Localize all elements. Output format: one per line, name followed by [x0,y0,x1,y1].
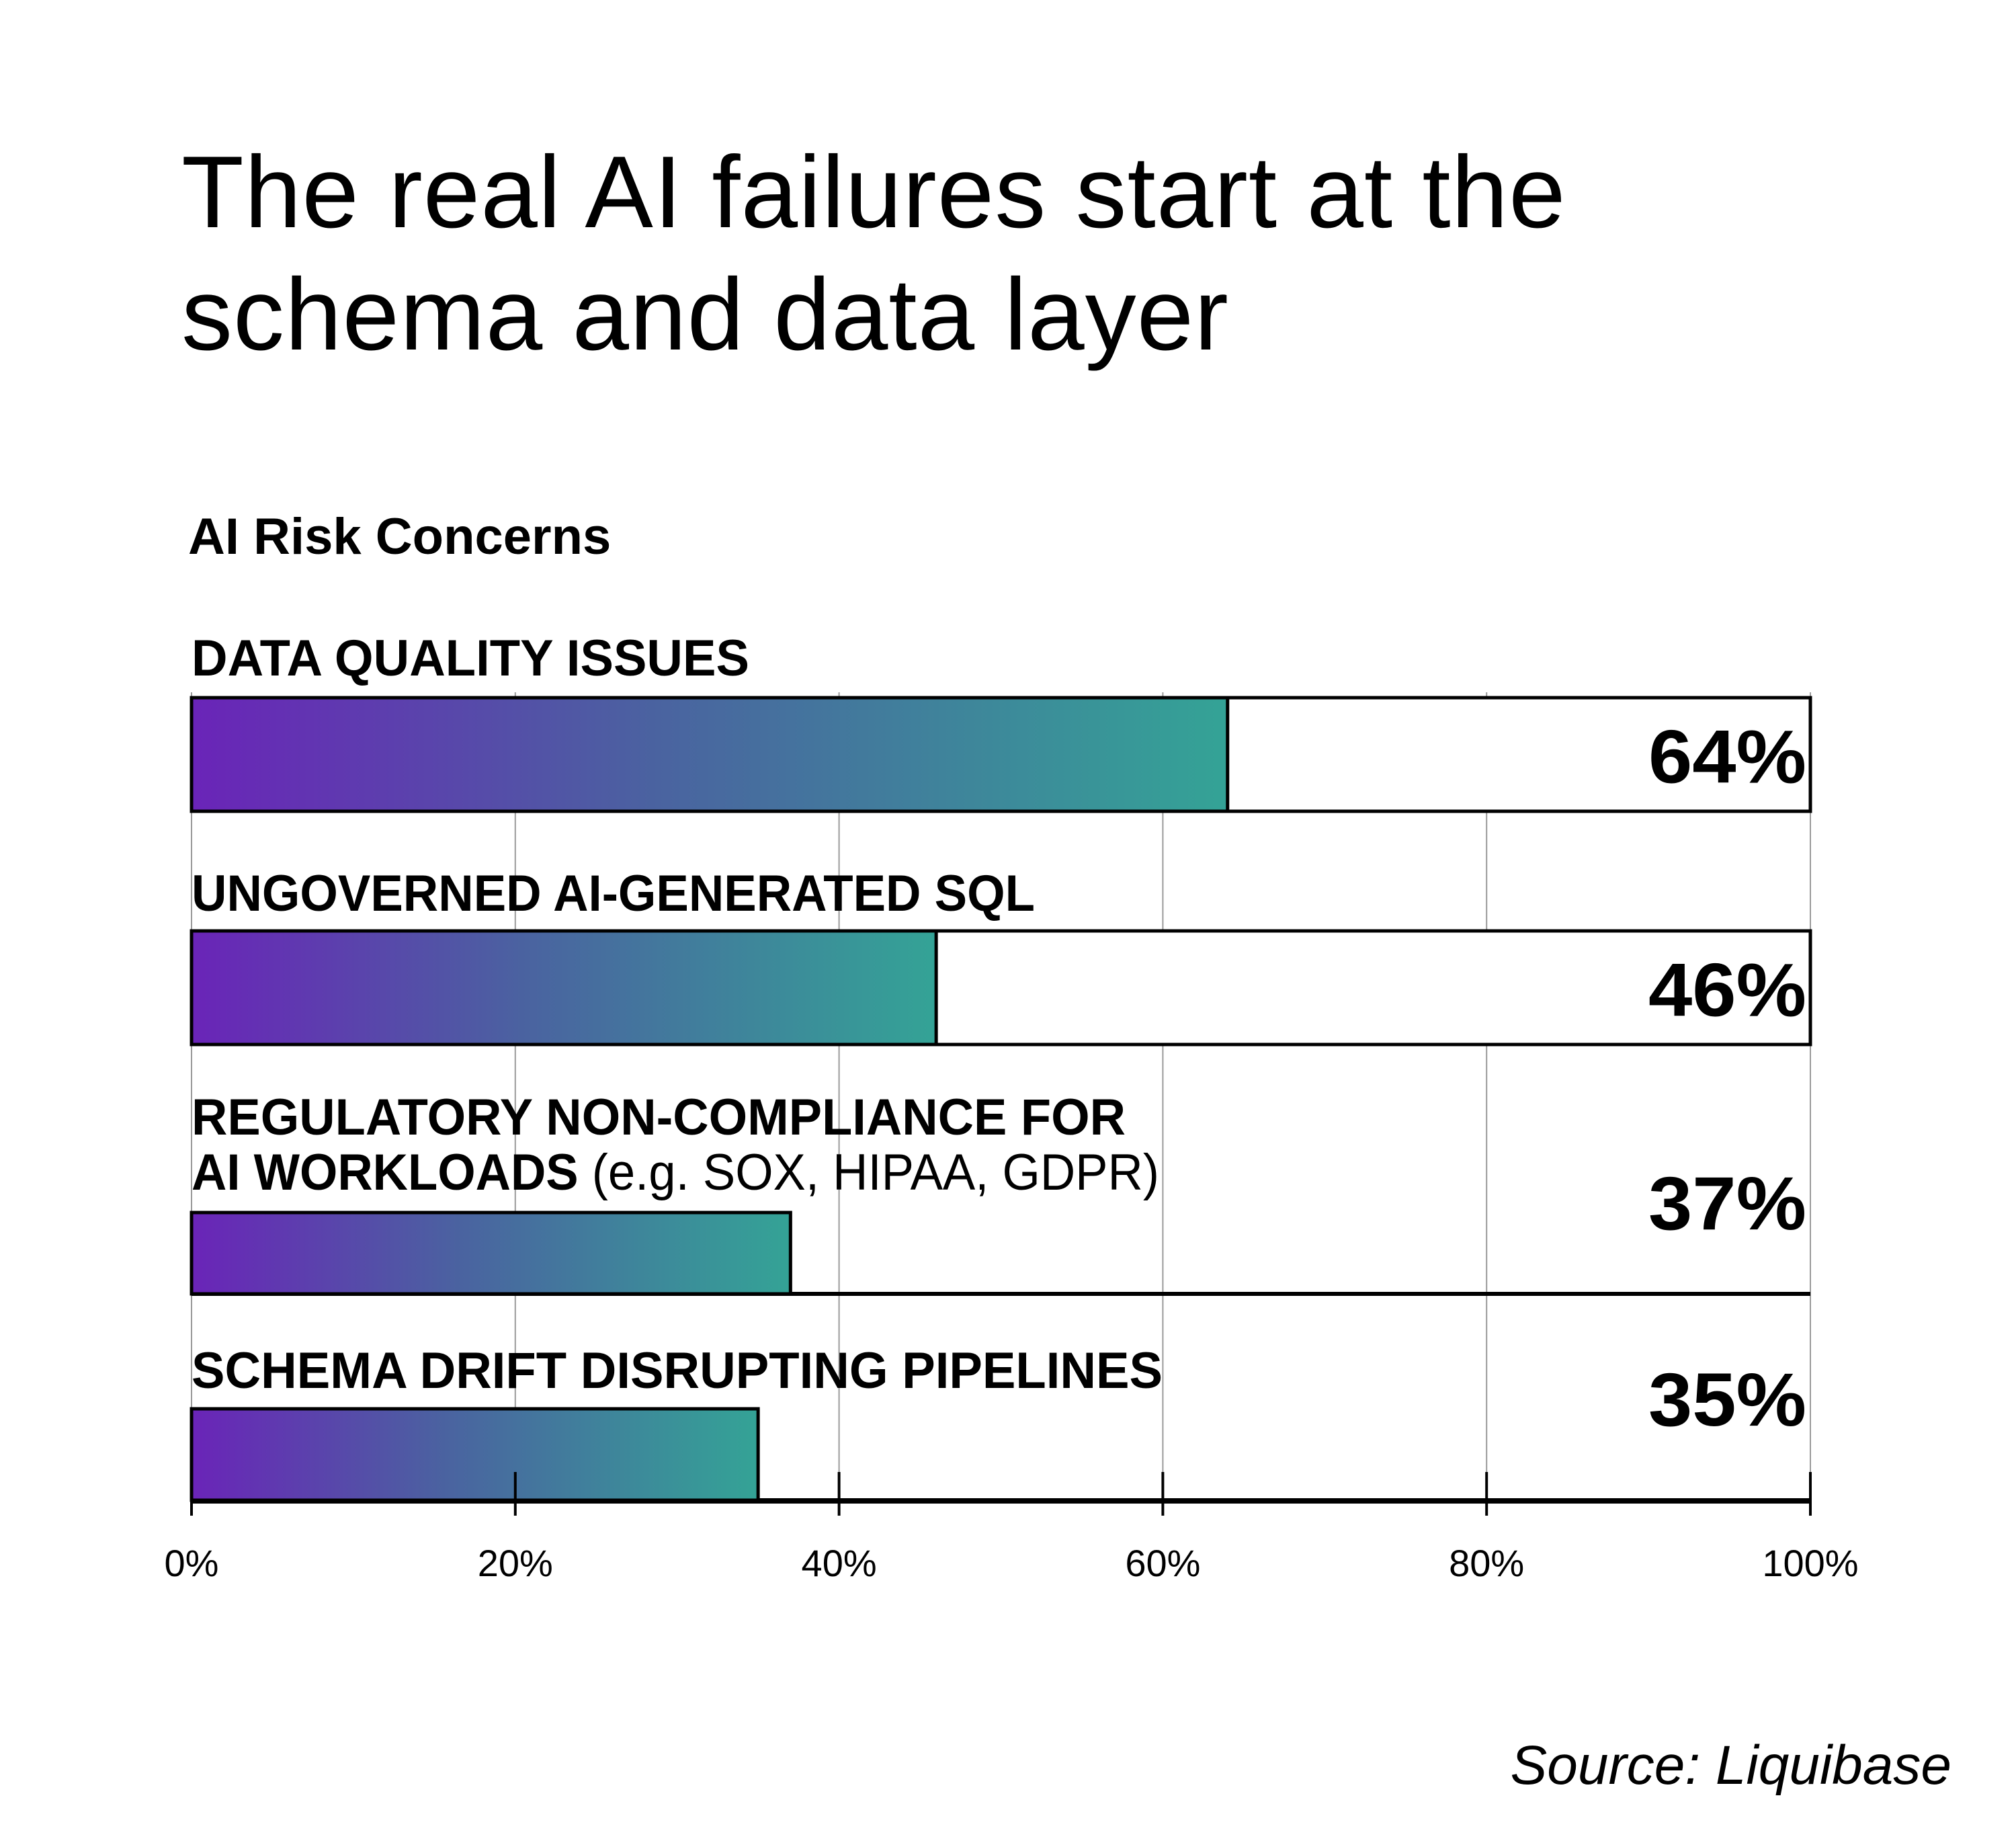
title-line-2: schema and data layer [181,257,1229,372]
x-tick-label: 80% [1449,1542,1524,1584]
value-label: 37% [1648,1161,1806,1245]
x-tick-label: 20% [478,1542,553,1584]
category-label-bold: AI WORKLOADS [192,1144,579,1201]
source-note: Source: Liquibase [1510,1735,1951,1796]
category-label: DATA QUALITY ISSUES [192,630,749,687]
chart-title: AI Risk Concerns [188,508,612,565]
value-label: 46% [1648,948,1806,1032]
x-tick-label: 0% [165,1542,219,1584]
category-label: SCHEMA DRIFT DISRUPTING PIPELINES [192,1342,1163,1399]
bar [190,1211,792,1296]
category-label-line2: AI WORKLOADS (e.g. SOX, HIPAA, GDPR) [192,1144,1159,1201]
page-title: The real AI failures start at the schema … [181,131,1566,376]
category-label: UNGOVERNED AI-GENERATED SQL [192,865,1035,922]
x-tick-label: 60% [1125,1542,1200,1584]
bar [190,1407,760,1502]
x-tick-label: 100% [1762,1542,1858,1584]
category-label: REGULATORY NON-COMPLIANCE FOR [192,1089,1126,1146]
category-note: (e.g. SOX, HIPAA, GDPR) [579,1144,1159,1201]
bar [190,696,1230,813]
value-label: 35% [1648,1358,1806,1442]
bar [190,929,938,1047]
value-label: 64% [1648,715,1806,799]
x-tick-label: 40% [802,1542,877,1584]
title-line-1: The real AI failures start at the [181,135,1566,249]
